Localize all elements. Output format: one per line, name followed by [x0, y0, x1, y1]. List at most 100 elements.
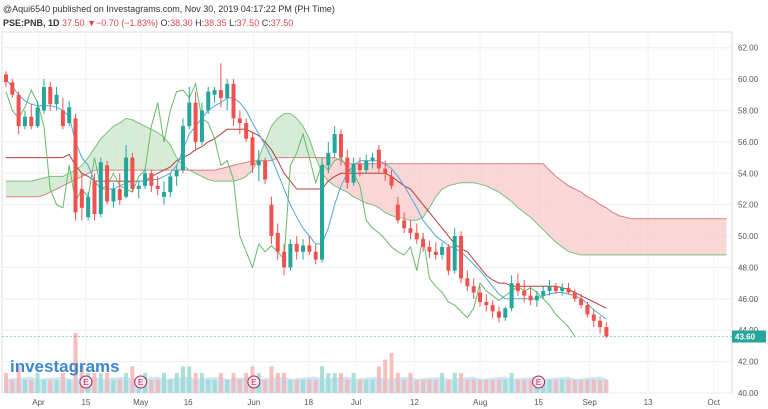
candle-body — [478, 292, 482, 302]
ichimoku-cloud-segment — [480, 163, 487, 186]
volume-bar — [478, 379, 482, 393]
volume-bar — [313, 379, 318, 393]
candle-body — [465, 278, 470, 287]
ichimoku-cloud-segment — [435, 163, 443, 197]
volume-bar — [41, 379, 46, 393]
candle-body — [187, 102, 192, 127]
ichimoku-cloud-segment — [682, 218, 689, 255]
volume-bar — [579, 379, 584, 393]
ichimoku-cloud-segment — [688, 218, 695, 255]
candle-body — [67, 107, 72, 124]
ichimoku-cloud-segment — [157, 132, 164, 171]
candle-body — [22, 116, 27, 127]
ichimoku-cloud-segment — [498, 163, 506, 197]
volume-bar — [29, 379, 34, 393]
y-tick-label: 46.00 — [738, 295, 759, 304]
ichimoku-cloud-segment — [372, 163, 379, 208]
volume-bar — [206, 379, 211, 393]
low-label: L: — [229, 18, 237, 28]
volume-bar — [572, 379, 577, 393]
ichimoku-cloud-segment — [511, 163, 518, 208]
ichimoku-cloud-segment — [138, 123, 146, 171]
plot-area — [1, 31, 733, 394]
volume-bar — [237, 379, 242, 393]
volume-bar — [67, 379, 72, 393]
ichimoku-cloud-segment — [473, 163, 480, 185]
volume-bar — [263, 379, 268, 393]
candle-body — [484, 301, 489, 306]
ichimoku-cloud-segment — [37, 177, 44, 197]
candle-body — [376, 149, 381, 169]
candle-body — [572, 292, 577, 299]
volume-bar — [117, 379, 122, 393]
earnings-marker-label: E — [536, 378, 541, 387]
y-tick-label: 60.00 — [738, 75, 759, 84]
volume-bar — [421, 379, 426, 393]
candle-body — [459, 236, 464, 279]
candle-body — [515, 283, 520, 291]
ichimoku-cloud-segment — [669, 218, 676, 255]
candle-body — [503, 308, 508, 318]
x-tick-label: 18 — [304, 398, 313, 407]
ichimoku-cloud-segment — [606, 207, 613, 255]
volume-bar — [48, 379, 53, 393]
volume-bar — [566, 379, 571, 393]
volume-bar — [338, 373, 343, 393]
candle-body — [206, 91, 211, 111]
candle-body — [534, 295, 539, 301]
candle-body — [579, 298, 584, 306]
volume-bar — [187, 366, 192, 393]
candle-body — [522, 290, 527, 296]
ichimoku-cloud-segment — [195, 170, 202, 177]
ichimoku-cloud-segment — [12, 181, 19, 197]
candle-body — [54, 94, 59, 105]
candle-body — [320, 165, 324, 260]
last-price: 37.50 — [62, 18, 85, 28]
volume-bar — [320, 366, 324, 393]
ichimoku-cloud-segment — [366, 163, 373, 205]
volume-bar — [244, 373, 249, 393]
candle-body — [48, 86, 53, 105]
volume-bar — [212, 379, 217, 393]
ichimoku-cloud-segment — [24, 181, 32, 197]
ichimoku-cloud-segment — [581, 192, 588, 255]
volume-bar — [414, 379, 419, 393]
candle-body — [73, 118, 78, 213]
candle-body — [370, 157, 375, 161]
candle-body — [351, 163, 356, 183]
volume-bar — [155, 379, 160, 393]
volume-bar — [459, 373, 464, 393]
candle-body — [29, 116, 34, 127]
candle-body — [111, 188, 116, 202]
ichimoku-cloud-segment — [208, 170, 215, 182]
candle-body — [440, 247, 445, 255]
open-value: 38.30 — [170, 18, 193, 28]
volume-bar — [225, 379, 230, 393]
senkou-span-a — [6, 113, 727, 256]
x-tick-label: 12 — [410, 398, 419, 407]
ichimoku-cloud-segment — [271, 118, 278, 161]
candle-body — [402, 220, 407, 229]
symbol-label: PSE:PNB, 1D — [3, 18, 60, 28]
candle-body — [383, 168, 388, 174]
ichimoku-cloud-segment — [517, 163, 525, 213]
candle-body — [496, 311, 501, 318]
last-price-tag-label: 43.60 — [735, 332, 756, 341]
x-tick-label: Aug — [473, 398, 487, 407]
volume-bar — [528, 379, 533, 393]
volume-bar — [427, 379, 432, 393]
ichimoku-cloud-segment — [638, 218, 645, 255]
candle-body — [395, 204, 400, 221]
volume-bar — [326, 373, 331, 393]
ichimoku-cloud-segment — [454, 163, 462, 185]
last-price-tag — [732, 330, 766, 343]
candle-body — [162, 192, 166, 197]
volume-bar — [73, 333, 78, 393]
volume-bar — [16, 366, 21, 393]
candle-body — [117, 188, 122, 200]
ichimoku-cloud-segment — [631, 218, 638, 255]
high-label: H: — [195, 18, 205, 28]
volume-bar — [509, 373, 514, 393]
ichimoku-cloud-segment — [467, 163, 474, 183]
